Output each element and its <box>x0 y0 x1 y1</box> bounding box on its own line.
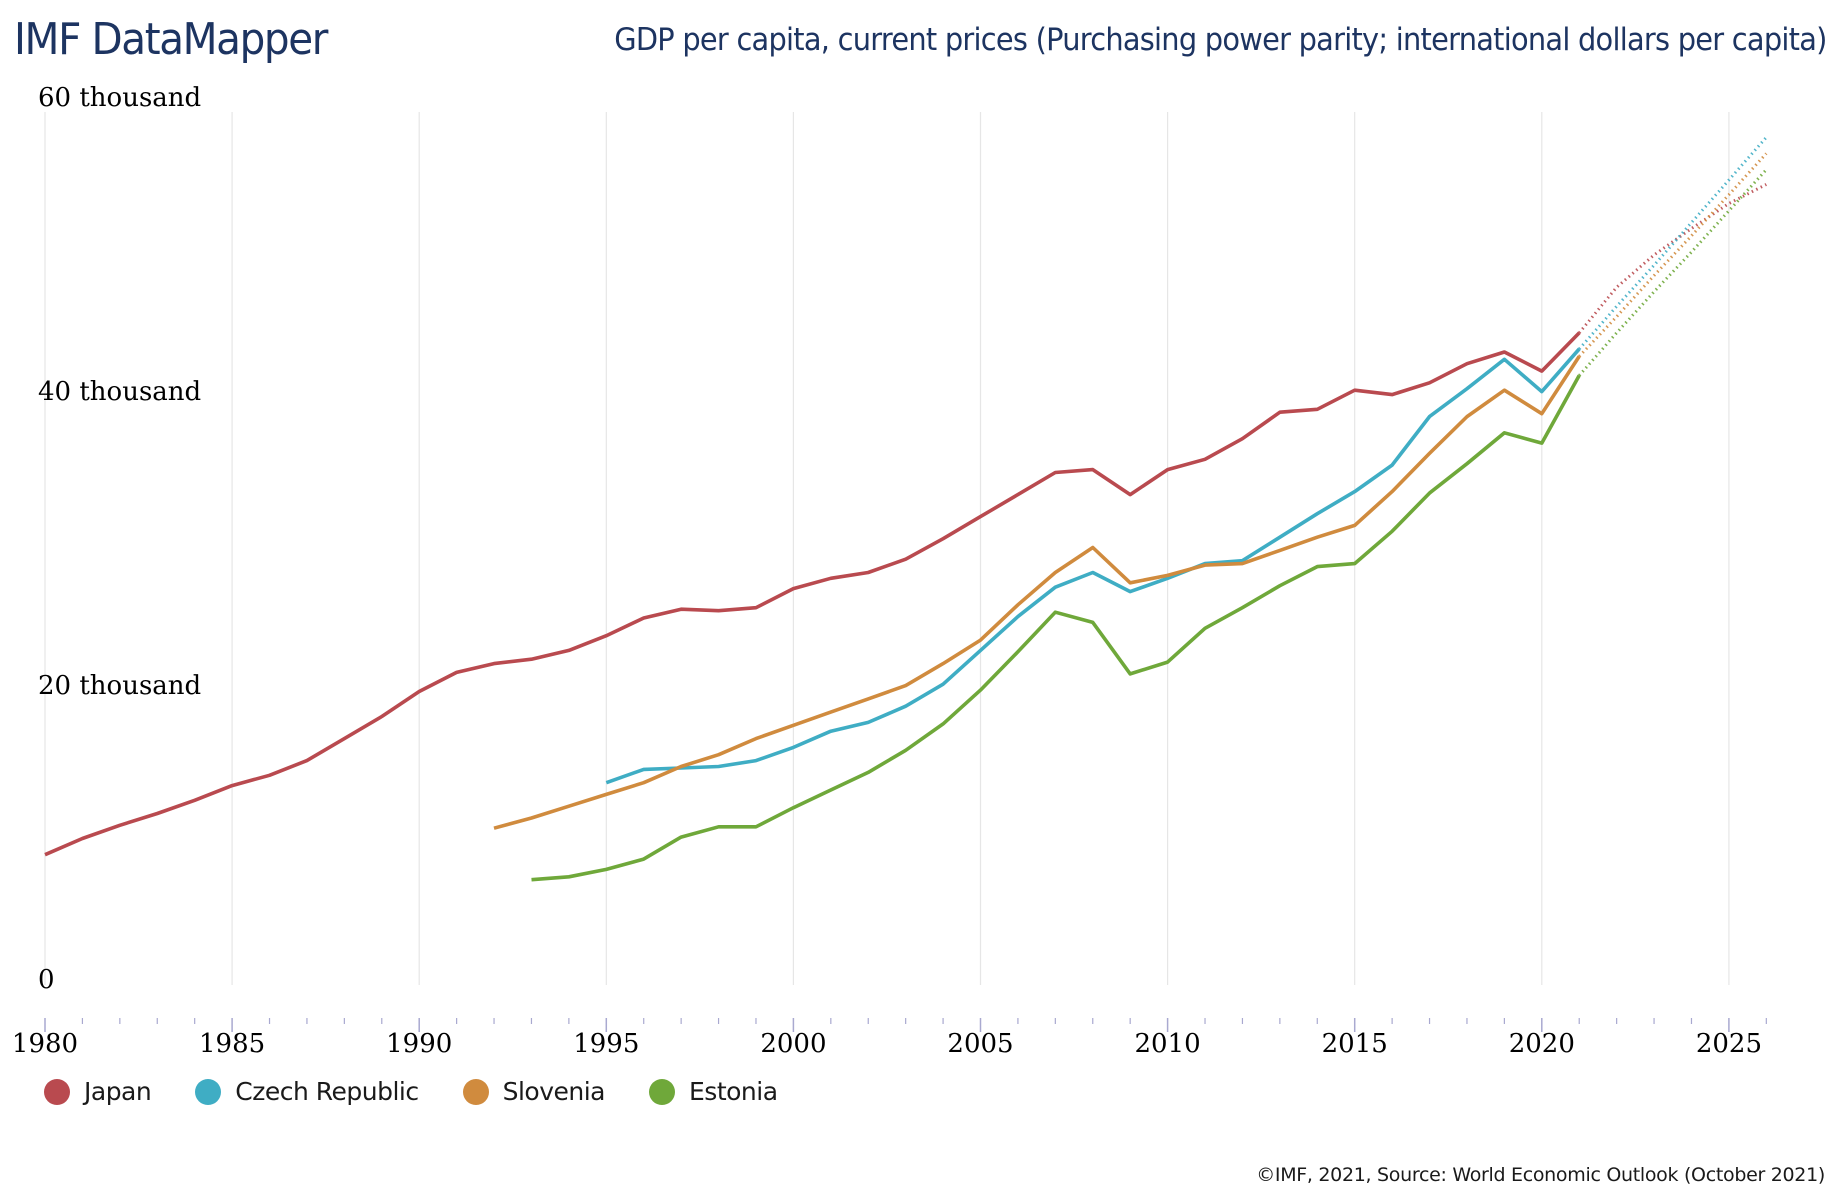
series-czech-republic[interactable] <box>605 136 1768 785</box>
legend-label: Estonia <box>689 1077 778 1106</box>
x-tick-label: 1985 <box>199 1029 265 1059</box>
x-tick-label: 2025 <box>1696 1029 1762 1059</box>
series-line-actual[interactable] <box>531 374 1581 882</box>
y-tick-label: 0 <box>38 965 55 995</box>
series-line-projection[interactable] <box>1578 136 1768 350</box>
source-credit: ©IMF, 2021, Source: World Economic Outlo… <box>1256 1164 1825 1186</box>
legend-item-japan[interactable]: Japan <box>44 1077 152 1106</box>
x-tick-label: 2005 <box>947 1029 1013 1059</box>
chart-title: GDP per capita, current prices (Purchasi… <box>614 22 1828 58</box>
legend-label: Czech Republic <box>235 1077 419 1106</box>
brand-logo[interactable]: IMF DataMapper <box>14 14 328 65</box>
series-line-actual[interactable] <box>493 355 1581 830</box>
x-tick-label: 1990 <box>386 1029 452 1059</box>
legend-item-slovenia[interactable]: Slovenia <box>462 1077 606 1106</box>
x-tick-label: 2000 <box>760 1029 826 1059</box>
legend-dot-icon <box>44 1078 70 1105</box>
series-line-projection[interactable] <box>1578 152 1768 358</box>
y-tick-label: 40 thousand <box>38 377 201 407</box>
x-tick-label: 2010 <box>1135 1029 1201 1059</box>
series-estonia[interactable] <box>531 168 1768 882</box>
legend-dot-icon <box>195 1078 222 1105</box>
legend-item-estonia[interactable]: Estonia <box>649 1077 778 1106</box>
y-axis: 0 20 thousand 40 thousand 60 thousand <box>38 83 201 995</box>
legend-label: Japan <box>84 1077 152 1106</box>
x-axis: 1980 1985 1990 1995 2000 2005 2010 2015 2020 2025 <box>12 1018 1767 1059</box>
series-line-actual[interactable] <box>605 347 1581 785</box>
series-line-actual[interactable] <box>44 331 1581 857</box>
x-tick-label: 2020 <box>1509 1029 1575 1059</box>
legend-item-czech-republic[interactable]: Czech Republic <box>195 1077 419 1106</box>
y-tick-label: 60 thousand <box>38 83 201 113</box>
series-japan[interactable] <box>44 183 1767 857</box>
legend-dot-icon <box>462 1078 489 1105</box>
series-slovenia[interactable] <box>493 152 1768 830</box>
legend-label: Slovenia <box>502 1077 606 1106</box>
x-tick-label: 2015 <box>1322 1029 1388 1059</box>
series-line-projection[interactable] <box>1578 168 1768 377</box>
y-tick-label: 20 thousand <box>38 671 201 701</box>
gridlines <box>44 112 1730 985</box>
series-line-projection[interactable] <box>1578 183 1767 334</box>
x-tick-label: 1980 <box>12 1029 78 1059</box>
x-tick-label: 1995 <box>573 1029 639 1059</box>
series-lines <box>44 136 1768 882</box>
legend-dot-icon <box>649 1078 675 1105</box>
legend: Japan Czech Republic Slovenia Estonia <box>44 1077 822 1106</box>
